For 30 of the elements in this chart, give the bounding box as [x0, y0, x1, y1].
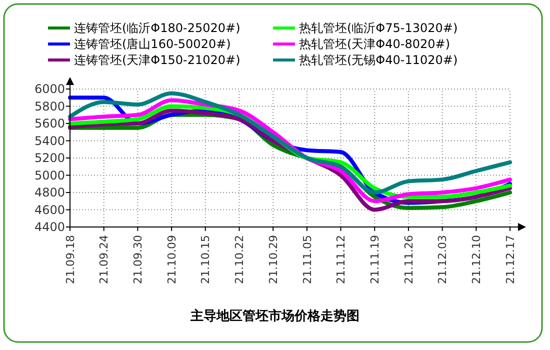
- legend-label: 热轧管坯(临沂Φ75-13020#): [299, 21, 458, 36]
- x-tick-label: 21.10.22: [233, 235, 246, 284]
- legend-label: 连铸管坯(天津Φ150-21020#): [74, 53, 240, 68]
- text: 主导地区管坯市场价格走势图: [190, 308, 360, 324]
- x-tick-label: 21.09.30: [132, 235, 145, 284]
- legend-label: 热轧管坯(无锡Φ40-11020#): [299, 53, 458, 68]
- x-tick-label: 21.11.05: [300, 235, 314, 284]
- x-tick-label: 21.11.19: [368, 235, 382, 284]
- legend-label: 连铸管坯(临沂Φ180-25020#): [74, 21, 240, 36]
- x-tick-label: 21.12.10: [470, 235, 484, 284]
- x-tick-label: 21.12.17: [504, 235, 517, 284]
- y-tick-label: 4800: [34, 186, 65, 200]
- x-tick-label: 21.10.09: [165, 235, 178, 284]
- y-tick-label: 5200: [34, 151, 65, 166]
- y-tick-label: 4600: [34, 202, 65, 217]
- x-tick-label: 21.11.12: [334, 235, 348, 284]
- x-tick-label: 21.10.15: [199, 235, 212, 284]
- y-tick-label: 5400: [34, 134, 65, 148]
- y-tick-label: 6000: [34, 82, 65, 96]
- y-tick-label: 5600: [34, 116, 65, 131]
- y-tick-label: 4400: [34, 220, 65, 234]
- legend-label: 连铸管坯(唐山160-50020#): [74, 37, 231, 52]
- x-tick-label: 21.12.03: [436, 235, 450, 284]
- y-tick-label: 5000: [34, 168, 65, 182]
- x-tick-label: 21.10.29: [266, 235, 280, 284]
- legend-label: 热轧管坯(天津Φ40-8020#): [299, 37, 450, 52]
- y-tick-label: 5800: [34, 99, 65, 114]
- x-tick-label: 21.09.24: [98, 235, 111, 284]
- x-tick-label: 21.09.18: [64, 235, 77, 284]
- x-tick-label: 21.11.26: [402, 235, 416, 284]
